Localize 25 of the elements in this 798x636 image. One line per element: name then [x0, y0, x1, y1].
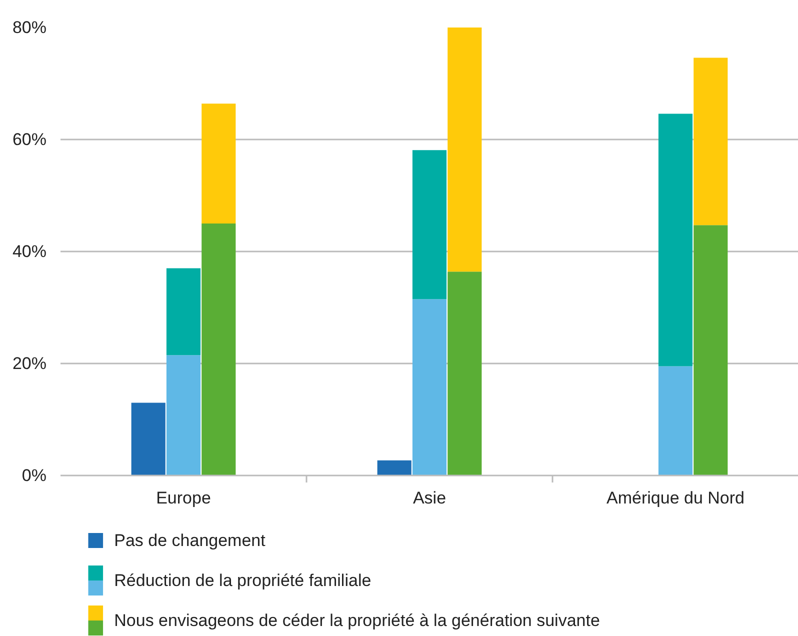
- y-tick-label: 0%: [22, 466, 47, 485]
- bar: [694, 58, 728, 226]
- legend-label: Nous envisageons de céder la propriété à la génération suivante: [114, 611, 600, 630]
- bar: [131, 402, 166, 476]
- bar: [202, 224, 236, 476]
- y-tick-label: 40%: [12, 242, 47, 261]
- x-tick-label: Amérique du Nord: [606, 488, 744, 508]
- x-tick-label: Asie: [412, 488, 446, 508]
- bar: [658, 114, 693, 366]
- y-tick-label: 80%: [12, 18, 47, 37]
- bar: [694, 225, 728, 476]
- bar: [448, 28, 482, 272]
- y-tick-label: 60%: [12, 130, 47, 149]
- bar: [166, 268, 201, 356]
- legend-label: Réduction de la propriété familiale: [114, 571, 372, 590]
- bar: [448, 272, 482, 476]
- y-tick-label: 20%: [12, 354, 47, 373]
- bar: [377, 460, 412, 476]
- bar: [202, 104, 236, 224]
- bar: [166, 355, 201, 476]
- bar: [412, 150, 447, 300]
- bar: [412, 299, 447, 476]
- legend-label: Pas de changement: [114, 531, 266, 550]
- x-tick-label: Europe: [156, 488, 211, 508]
- bar: [658, 366, 693, 476]
